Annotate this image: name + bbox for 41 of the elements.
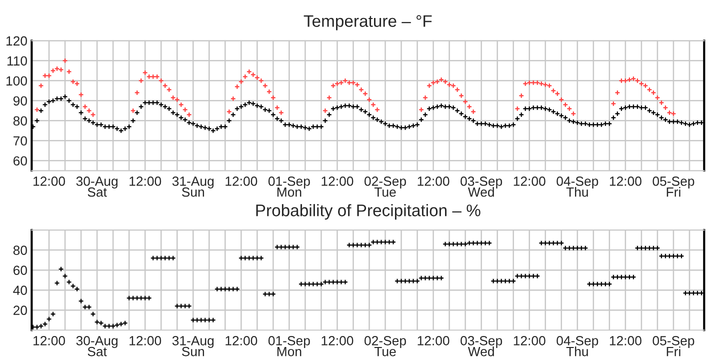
x-tick-label: 12:00 — [34, 336, 66, 346]
chart-title: Probability of Precipitation – % — [256, 204, 480, 220]
y-tick-label: 90 — [13, 96, 27, 106]
x-tick-label: 12:00 — [130, 336, 162, 346]
y-tick-label: 70 — [14, 136, 27, 146]
y-tick-label: 110 — [7, 56, 27, 66]
x-tick-label: 31-Aug Sun — [172, 336, 214, 356]
x-tick-label: 12:00 — [610, 336, 642, 346]
x-tick-label: 02-Sep Tue — [364, 176, 406, 197]
x-tick-label: 05-Sep Fri — [652, 336, 694, 356]
y-tick-label: 80 — [13, 116, 27, 126]
x-tick-label: 03-Sep Wed — [460, 176, 502, 197]
x-tick-label: 12:00 — [418, 176, 450, 186]
x-tick-label: 12:00 — [514, 336, 546, 346]
chart-title: Temperature – °F — [304, 15, 432, 30]
x-tick-label: 12:00 — [322, 336, 354, 346]
x-tick-label: 03-Sep Wed — [460, 336, 502, 356]
y-tick-label: 100 — [6, 76, 27, 86]
x-tick-label: 05-Sep Fri — [652, 176, 694, 197]
x-tick-label: 31-Aug Sun — [172, 176, 214, 197]
y-tick-label: 20 — [14, 306, 27, 316]
y-tick-label: 60 — [14, 156, 27, 166]
y-tick-label: 40 — [13, 286, 27, 295]
x-tick-label: 01-Sep Mon — [268, 336, 310, 356]
x-tick-label: 12:00 — [226, 336, 258, 346]
x-tick-label: 12:00 — [322, 176, 354, 186]
y-tick-label: 60 — [14, 266, 27, 275]
x-tick-label: 12:00 — [514, 176, 546, 186]
x-tick-label: 01-Sep Mon — [268, 176, 310, 197]
x-tick-label: 30-Aug Sat — [76, 336, 118, 356]
x-tick-label: 04-Sep Thu — [556, 336, 598, 356]
y-tick-label: 80 — [13, 246, 27, 255]
x-tick-label: 12:00 — [610, 176, 642, 186]
x-tick-label: 12:00 — [418, 336, 450, 346]
x-tick-label: 04-Sep Thu — [556, 176, 598, 197]
y-tick-label: 120 — [6, 36, 27, 46]
x-tick-label: 12:00 — [34, 176, 66, 186]
x-tick-label: 30-Aug Sat — [76, 176, 118, 197]
x-tick-label: 02-Sep Tue — [364, 336, 406, 356]
x-tick-label: 12:00 — [226, 176, 258, 186]
x-tick-label: 12:00 — [130, 176, 162, 186]
